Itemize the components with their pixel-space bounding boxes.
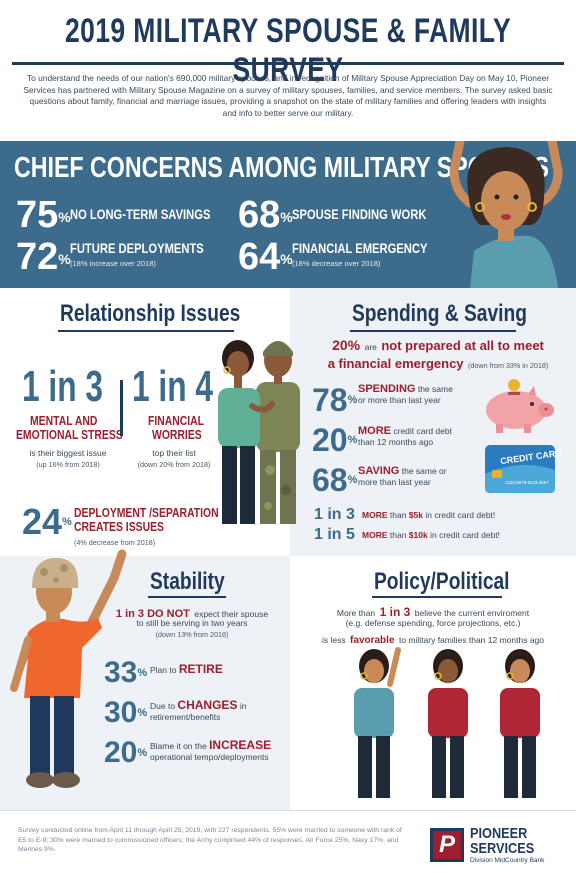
stability-desc-2: Due to CHANGES in retirement/benefits	[150, 698, 247, 722]
debt-desc-2: MORE than $10k in credit card debt!	[362, 530, 501, 540]
debt-ratio-1: 1 in 3	[314, 506, 355, 523]
debt-ratio-2: 1 in 5	[314, 526, 355, 543]
pioneer-logo-sub: Division MidCountry Bank	[470, 857, 545, 864]
stability-heading: Stability	[150, 568, 225, 595]
relationship-label-3b: CREATES ISSUES	[74, 519, 164, 534]
concern-label-4: FINANCIAL EMERGENCY	[292, 240, 428, 256]
voting-women-illustration	[354, 647, 540, 798]
pioneer-logo-line1: PIONEER	[470, 825, 528, 842]
concern-note-3: (18% increase over 2018)	[70, 259, 156, 268]
spending-desc-2: MORE credit card debt than 12 months ago	[358, 425, 452, 448]
spending-lead-line1: 20% are not prepared at all to meet	[332, 337, 544, 353]
spending-desc-3: SAVING the same or more than last year	[358, 465, 447, 488]
stability-desc-1: Plan to RETIRE	[150, 662, 223, 676]
policy-line-1: More than 1 in 3 believe the current env…	[336, 605, 530, 619]
survey-method-note: Survey conducted online from April 11 th…	[18, 827, 402, 853]
relationship-desc-2: top their list	[152, 448, 196, 458]
stability-stat-3: 20%	[104, 736, 148, 769]
concern-stat-2: 68%	[238, 194, 293, 236]
policy-heading-underline	[372, 596, 502, 598]
relationship-heading: Relationship Issues	[60, 300, 241, 327]
relationship-stat-2: 1 in 4	[132, 362, 213, 411]
policy-heading: Policy/Political	[374, 568, 510, 595]
relationship-note-1: (up 16% from 2018)	[36, 460, 100, 469]
stability-desc-3: Blame it on the INCREASE operational temp…	[150, 738, 272, 762]
stability-heading-underline	[148, 596, 226, 598]
couple-illustration	[218, 340, 300, 524]
page-title: 2019 MILITARY SPOUSE & FAMILY SURVEY	[64, 12, 512, 89]
policy-line-3: is less favorable to military families t…	[321, 635, 545, 646]
concern-label-3: FUTURE DEPLOYMENTS	[70, 240, 204, 256]
concern-stat-3: 72%	[16, 236, 71, 278]
relationship-stat-1: 1 in 3	[22, 362, 103, 411]
relationship-note-3: (4% decrease from 2018)	[74, 538, 156, 547]
spending-heading: Spending & Saving	[352, 300, 527, 327]
relationship-label-1a: MENTAL AND	[30, 413, 98, 428]
relationship-stat-3: 24%	[22, 501, 72, 542]
policy-line-2: (e.g. defense spending, force projection…	[345, 618, 521, 628]
stability-lead-2: to still be serving in two years	[136, 618, 248, 628]
pioneer-logo-line2: SERVICES	[470, 840, 535, 857]
credit-card-number: 1234 5678 9123 4567	[505, 480, 549, 485]
stability-note: (down 13% from 2018)	[155, 630, 229, 639]
concern-stat-4: 64%	[238, 236, 293, 278]
relationship-note-2: (down 20% from 2018)	[137, 460, 211, 469]
relationship-label-2b: WORRIES	[152, 427, 202, 442]
stressed-woman-illustration	[449, 141, 563, 288]
piggy-bank-icon	[486, 379, 554, 433]
title-rule	[12, 62, 564, 65]
footer	[0, 810, 576, 873]
relationship-label-3a: DEPLOYMENT /SEPARATION	[74, 505, 219, 520]
stability-lead: 1 in 3 DO NOT expect their spouse	[115, 608, 269, 620]
spending-heading-underline	[350, 330, 516, 332]
credit-card-icon	[485, 445, 555, 493]
relationship-label-2a: FINANCIAL	[148, 413, 205, 428]
concern-label-1: NO LONG-TERM SAVINGS	[70, 206, 211, 222]
stability-stat-1: 33%	[104, 656, 148, 689]
spending-lead-line2: a financial emergency (down from 33% in …	[327, 356, 549, 371]
waving-soldier-illustration	[10, 549, 127, 788]
spending-stat-2: 20%	[312, 422, 358, 458]
concern-label-2: SPOUSE FINDING WORK	[292, 206, 427, 222]
pioneer-logo-mark: P	[430, 828, 464, 862]
spending-stat-3: 68%	[312, 462, 358, 498]
intro-text: To understand the needs of our nation's …	[23, 73, 553, 118]
relationship-desc-1: is their biggest issue	[29, 448, 107, 458]
relationship-divider	[120, 380, 123, 436]
concern-note-4: (18% decrease over 2018)	[292, 259, 381, 268]
debt-desc-1: MORE than $5k in credit card debt!	[362, 510, 496, 520]
relationship-heading-underline	[58, 330, 234, 332]
concern-stat-1: 75%	[16, 194, 71, 236]
relationship-label-1b: EMOTIONAL STRESS	[16, 427, 123, 442]
stability-stat-2: 30%	[104, 696, 148, 729]
spending-stat-1: 78%	[312, 382, 358, 418]
spending-desc-1: SPENDING the same or more than last year	[358, 383, 453, 406]
